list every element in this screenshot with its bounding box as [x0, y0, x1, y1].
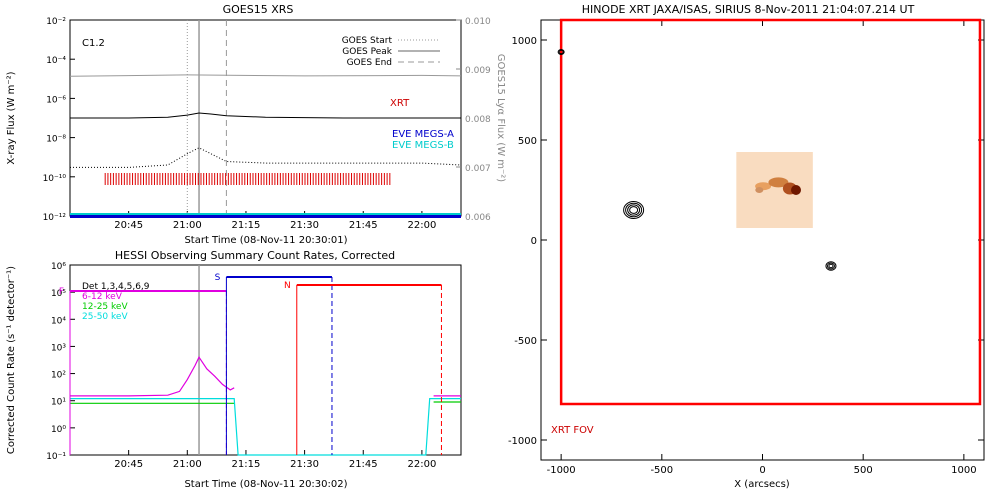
hinode-xtick-label: -500 — [650, 465, 673, 476]
hessi-flag-label: S — [215, 273, 221, 283]
hessi-xtick-label: 21:30 — [290, 459, 319, 470]
hessi-legend-label: 12-25 keV — [82, 302, 128, 312]
hessi-ytick-label: 10⁶ — [51, 262, 66, 272]
goes-xtick-label: 21:00 — [173, 220, 202, 231]
goes-ticks: 20:45 21:00 21:15 21:30 21:45 22:00 10⁻¹² 10⁻¹⁰… — [43, 17, 491, 231]
hessi-flag-label: F — [59, 287, 64, 297]
hinode-xlabel: X (arcsecs) — [734, 479, 790, 490]
goes-ytick-label: 10⁻¹⁰ — [43, 174, 67, 184]
goes-legend-label: GOES Peak — [342, 47, 392, 57]
hinode-contour — [829, 264, 833, 267]
goes-series-line — [70, 113, 461, 118]
goes-y2tick-label: 0.007 — [465, 164, 491, 174]
goes-eve-b-label: EVE MEGS-B — [392, 140, 454, 151]
goes-ytick-label: 10⁻¹² — [43, 213, 67, 223]
hinode-xtick-label: 500 — [854, 465, 873, 476]
hinode-ticks: -1000 -500 0 500 1000 -1000 -500 0 500 1000 — [508, 20, 984, 476]
goes-y2tick-label: 0.010 — [465, 17, 491, 27]
goes-class-label: C1.2 — [82, 38, 105, 49]
hessi-ytick-label: 10³ — [51, 343, 66, 353]
goes-y2tick-label: 0.009 — [465, 66, 491, 76]
hinode-ytick-label: -500 — [514, 336, 537, 347]
hessi-xtick-label: 22:00 — [407, 459, 436, 470]
goes-xtick-label: 21:15 — [232, 220, 261, 231]
hinode-marks — [558, 20, 980, 404]
hessi-ytick-label: 10¹ — [51, 398, 66, 408]
hinode-contour — [630, 207, 638, 214]
hessi-xtick-label: 21:45 — [349, 459, 378, 470]
hessi-ylabel: Corrected Count Rate (s⁻¹ detector⁻¹) — [6, 266, 17, 454]
goes-xtick-label: 21:30 — [290, 220, 319, 231]
goes-xtick-label: 21:45 — [349, 220, 378, 231]
hinode-fov-label: XRT FOV — [551, 425, 594, 436]
hessi-xtick-label: 21:00 — [173, 459, 202, 470]
goes-panel: GOES15 XRS 20:45 21:00 21:15 21:30 21:45 22:0… — [6, 3, 506, 246]
hinode-ytick-label: 0 — [531, 236, 537, 247]
hinode-contour — [624, 202, 644, 219]
hinode-xtick-label: 0 — [759, 465, 765, 476]
hessi-legend-label: Det 1,3,4,5,6,9 — [82, 282, 150, 292]
hessi-flag-label: N — [284, 281, 291, 291]
hinode-panel: HINODE XRT JAXA/ISAS, SIRIUS 8-Nov-2011 … — [508, 3, 984, 490]
goes-eve-a-bar — [70, 215, 461, 218]
goes-ylabel: X-ray Flux (W m⁻²) — [6, 71, 17, 164]
hinode-ytick-label: 500 — [518, 136, 537, 147]
goes-xlabel: Start Time (08-Nov-11 20:30:01) — [184, 235, 347, 246]
hessi-legend-label: 25-50 keV — [82, 312, 128, 322]
goes-ytick-label: 10⁻⁴ — [46, 56, 66, 66]
hinode-xtick-label: 1000 — [951, 465, 976, 476]
hessi-title: HESSI Observing Summary Count Rates, Cor… — [115, 249, 395, 262]
goes-ytick-label: 10⁻⁸ — [46, 135, 66, 145]
hinode-axes-box — [541, 20, 984, 460]
hessi-ytick-label: 10⁴ — [51, 316, 66, 326]
hessi-panel: HESSI Observing Summary Count Rates, Cor… — [6, 249, 461, 490]
goes-legend-label: GOES Start — [342, 36, 393, 46]
hessi-legend-label: 6-12 keV — [82, 292, 123, 302]
goes-series-line — [70, 75, 461, 76]
goes-y2tick-label: 0.006 — [465, 213, 491, 223]
hinode-xrt-image — [736, 152, 813, 228]
hessi-ytick-label: 10² — [51, 371, 66, 381]
goes-marks — [70, 20, 461, 218]
hinode-xtick-label: -1000 — [547, 465, 576, 476]
hessi-ytick-label: 10⁻¹ — [46, 452, 66, 462]
hessi-ytick-label: 10⁰ — [51, 425, 66, 435]
hessi-series-line — [70, 357, 234, 396]
hessi-xtick-label: 21:15 — [232, 459, 261, 470]
goes-eve-a-label: EVE MEGS-A — [392, 129, 454, 140]
goes-y2label: GOES15 Lyα Flux (W m⁻²) — [495, 54, 506, 182]
goes-xrt-label: XRT — [390, 98, 410, 109]
hinode-ytick-label: -1000 — [508, 436, 537, 447]
goes-ytick-label: 10⁻⁶ — [46, 95, 66, 105]
hessi-series-line — [70, 399, 461, 455]
goes-xtick-label: 20:45 — [114, 220, 143, 231]
hinode-active-region-blob — [791, 185, 801, 195]
hinode-title: HINODE XRT JAXA/ISAS, SIRIUS 8-Nov-2011 … — [582, 3, 915, 16]
hinode-ytick-label: 1000 — [512, 36, 537, 47]
goes-legend-label: GOES End — [347, 58, 392, 68]
goes-title: GOES15 XRS — [223, 3, 294, 16]
goes-y2tick-label: 0.008 — [465, 115, 491, 125]
hinode-active-region-blob — [755, 187, 763, 193]
hessi-axes-box — [70, 265, 461, 455]
hessi-xtick-label: 20:45 — [114, 459, 143, 470]
goes-ytick-label: 10⁻² — [46, 17, 66, 27]
goes-xtick-label: 22:00 — [407, 220, 436, 231]
hessi-xlabel: Start Time (08-Nov-11 20:30:02) — [184, 479, 347, 490]
